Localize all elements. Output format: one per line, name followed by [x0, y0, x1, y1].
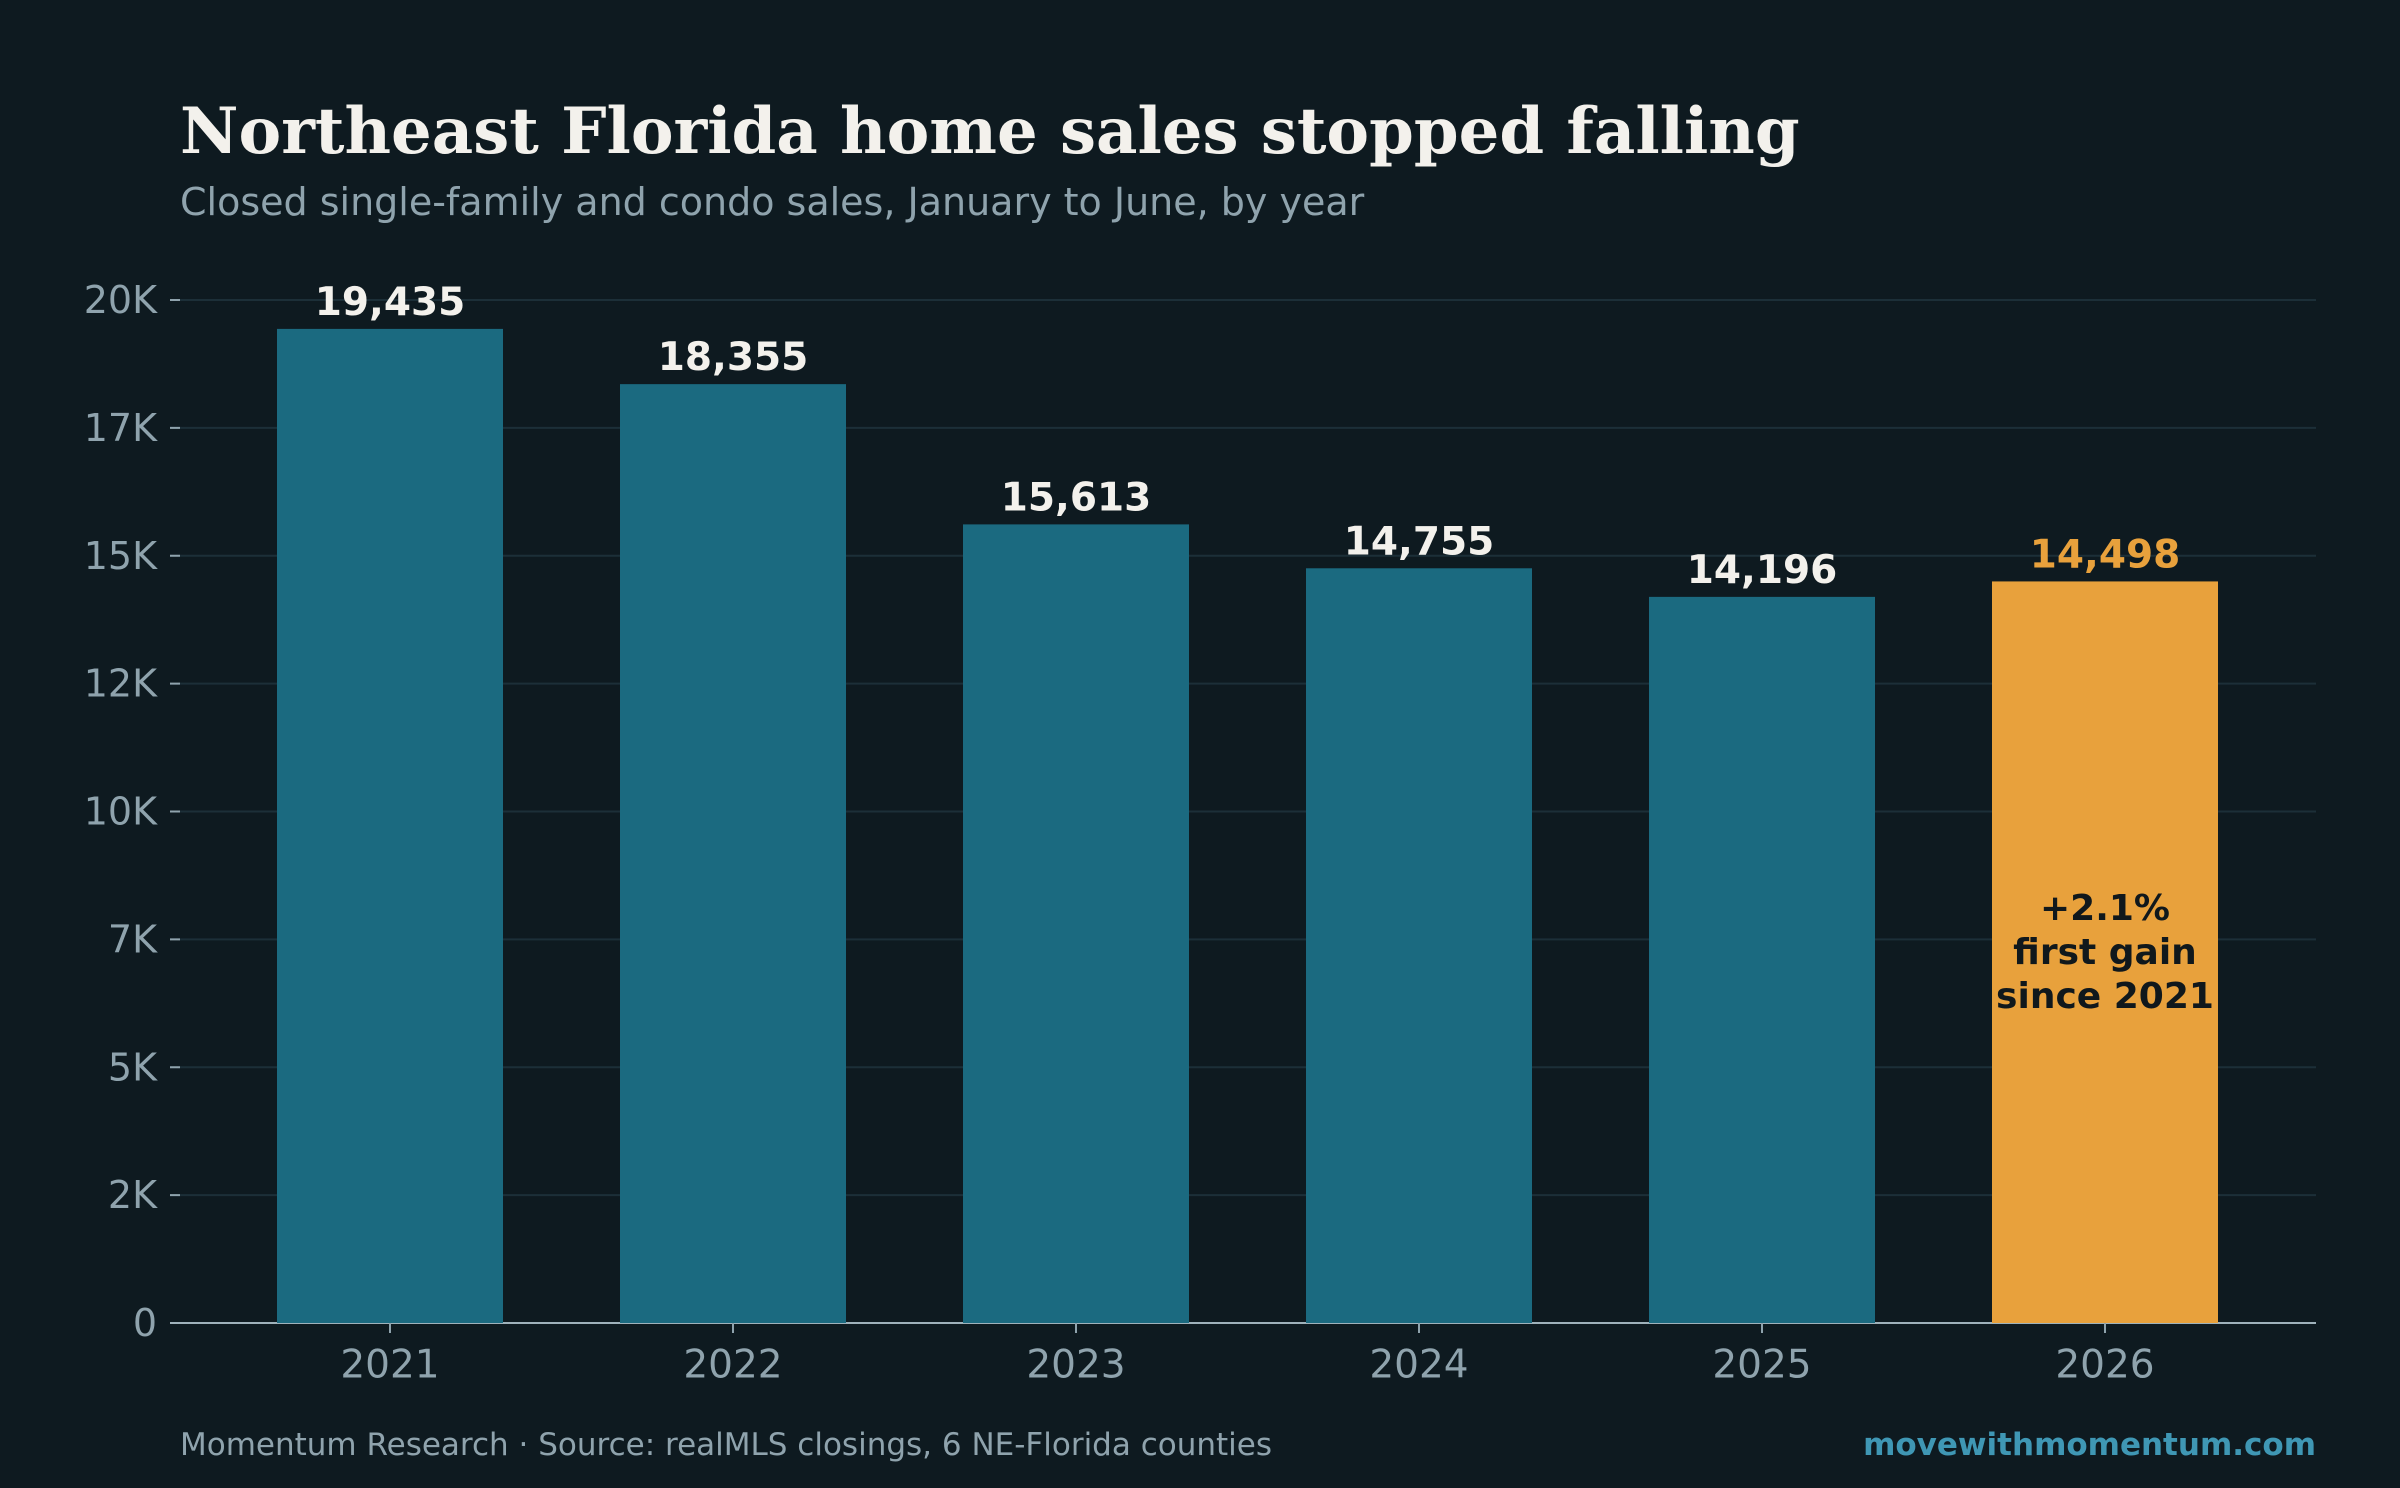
bar-2022: [620, 384, 846, 1324]
x-tick-label: 2026: [2055, 1343, 2154, 1388]
y-tick-label: 0: [133, 1301, 157, 1345]
y-tick-label: 2K: [108, 1173, 158, 1217]
value-label: 14,498: [2030, 532, 2181, 577]
y-tick-label: 12K: [84, 662, 158, 706]
bar-2025: [1649, 596, 1875, 1323]
value-label: 14,196: [1687, 548, 1838, 593]
bar-2023: [963, 524, 1189, 1323]
source-note: Momentum Research · Source: realMLS clos…: [180, 1427, 1273, 1463]
annotation-label: +2.1% first gain since 2021: [1996, 888, 2214, 1017]
x-tick-label: 2025: [1712, 1343, 1811, 1388]
chart-title: Northeast Florida home sales stopped fal…: [180, 94, 1800, 169]
bar-2024: [1306, 568, 1532, 1323]
value-label: 15,613: [1001, 475, 1152, 520]
bar-2026: [1992, 581, 2218, 1323]
y-tick-label: 20K: [84, 278, 158, 322]
y-tick-label: 5K: [108, 1045, 158, 1089]
y-tick-label: 17K: [84, 406, 158, 450]
value-label: 18,355: [658, 335, 809, 380]
x-tick-label: 2024: [1369, 1343, 1468, 1388]
annotation-line: since 2021: [1996, 976, 2214, 1017]
annotation-line: +2.1%: [2040, 888, 2170, 929]
x-tick-label: 2023: [1026, 1343, 1125, 1388]
chart-subtitle: Closed single-family and condo sales, Ja…: [180, 180, 1365, 224]
y-tick-label: 10K: [84, 790, 158, 834]
y-tick-label: 15K: [84, 534, 158, 578]
annotation-line: first gain: [2013, 932, 2197, 973]
y-tick-label: 7K: [108, 917, 158, 961]
x-tick-label: 2022: [683, 1343, 782, 1388]
value-label: 19,435: [315, 280, 466, 325]
website-link[interactable]: movewithmomentum.com: [1863, 1427, 2316, 1463]
value-label: 14,755: [1344, 519, 1495, 564]
bar-2021: [277, 328, 503, 1323]
x-tick-label: 2021: [340, 1343, 439, 1388]
